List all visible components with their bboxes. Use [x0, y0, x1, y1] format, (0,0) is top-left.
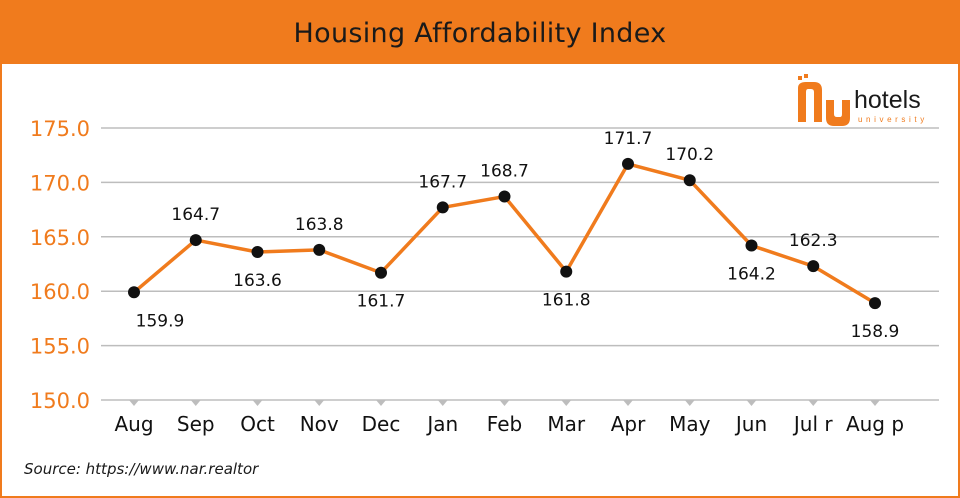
data-label: 164.7	[171, 205, 220, 225]
data-label: 163.6	[233, 271, 282, 291]
data-label: 170.2	[665, 145, 714, 165]
data-point	[683, 174, 696, 187]
data-label: 162.3	[789, 231, 838, 251]
x-tick-marker	[499, 400, 510, 406]
data-point	[128, 286, 140, 299]
data-label: 164.2	[727, 265, 776, 285]
x-tick-label: May	[669, 412, 711, 436]
chart-title: Housing Affordability Index	[293, 17, 667, 49]
source-note: Source: https://www.nar.realtor	[24, 460, 259, 478]
y-tick-label: 165.0	[30, 226, 90, 250]
x-tick-marker	[808, 400, 819, 406]
data-label: 161.8	[542, 291, 591, 311]
x-tick-marker	[870, 400, 880, 406]
data-label: 161.7	[357, 292, 406, 312]
svg-text:hotels: hotels	[854, 86, 921, 114]
x-tick-marker	[684, 400, 695, 406]
grid-lines	[101, 127, 939, 401]
x-axis-ticks: Aug Sep Oct Nov Dec Jan Feb Mar Apr May Jun Jul r Au…	[114, 400, 904, 436]
data-labels: 159.9 164.7 163.6 163.8 161.7 167.7 168.7 161.8…	[136, 129, 900, 342]
x-tick-marker	[437, 400, 448, 406]
data-point	[622, 157, 634, 170]
x-tick-marker	[129, 400, 139, 406]
data-label: 158.9	[851, 322, 900, 342]
data-label: 168.7	[480, 162, 529, 182]
x-tick-marker	[190, 400, 201, 406]
data-point	[251, 246, 264, 259]
data-point	[807, 260, 820, 273]
x-tick-label: Apr	[611, 412, 646, 436]
x-tick-label: Aug p	[846, 412, 904, 436]
data-point	[189, 234, 202, 247]
x-tick-marker	[314, 400, 325, 406]
data-point	[498, 190, 511, 203]
x-tick-label: Feb	[487, 412, 522, 436]
data-point	[869, 297, 881, 310]
y-tick-label: 155.0	[30, 335, 90, 359]
x-tick-marker	[252, 400, 263, 406]
x-tick-label: Jan	[425, 412, 458, 436]
data-label: 167.7	[418, 172, 467, 192]
x-tick-marker	[561, 400, 572, 406]
data-label: 163.8	[295, 215, 344, 235]
y-tick-label: 160.0	[30, 280, 90, 304]
data-point	[745, 239, 758, 252]
data-point	[313, 243, 326, 256]
y-tick-label: 150.0	[30, 389, 90, 413]
x-tick-marker	[623, 400, 633, 406]
data-point	[560, 265, 573, 278]
x-tick-label: Jul r	[792, 412, 833, 436]
x-tick-label: Oct	[240, 412, 275, 436]
x-tick-label: Aug	[114, 412, 153, 436]
y-axis-ticks: 150.0 155.0 160.0 165.0 170.0 175.0	[30, 117, 90, 413]
x-tick-label: Jun	[734, 412, 767, 436]
x-tick-label: Dec	[362, 412, 401, 436]
hotels-university-logo: hotels university	[798, 74, 928, 126]
x-tick-label: Mar	[547, 412, 586, 436]
y-tick-label: 170.0	[30, 171, 90, 195]
y-tick-label: 175.0	[30, 117, 90, 141]
title-bar: Housing Affordability Index	[2, 2, 958, 64]
x-tick-marker	[746, 400, 757, 406]
x-tick-label: Sep	[177, 412, 215, 436]
svg-text:university: university	[858, 115, 928, 124]
data-point	[375, 266, 387, 279]
data-point	[436, 201, 449, 214]
data-points	[128, 157, 881, 310]
data-label: 171.7	[604, 129, 653, 149]
data-label: 159.9	[136, 311, 185, 331]
x-tick-marker	[376, 400, 386, 406]
x-tick-label: Nov	[300, 412, 339, 436]
